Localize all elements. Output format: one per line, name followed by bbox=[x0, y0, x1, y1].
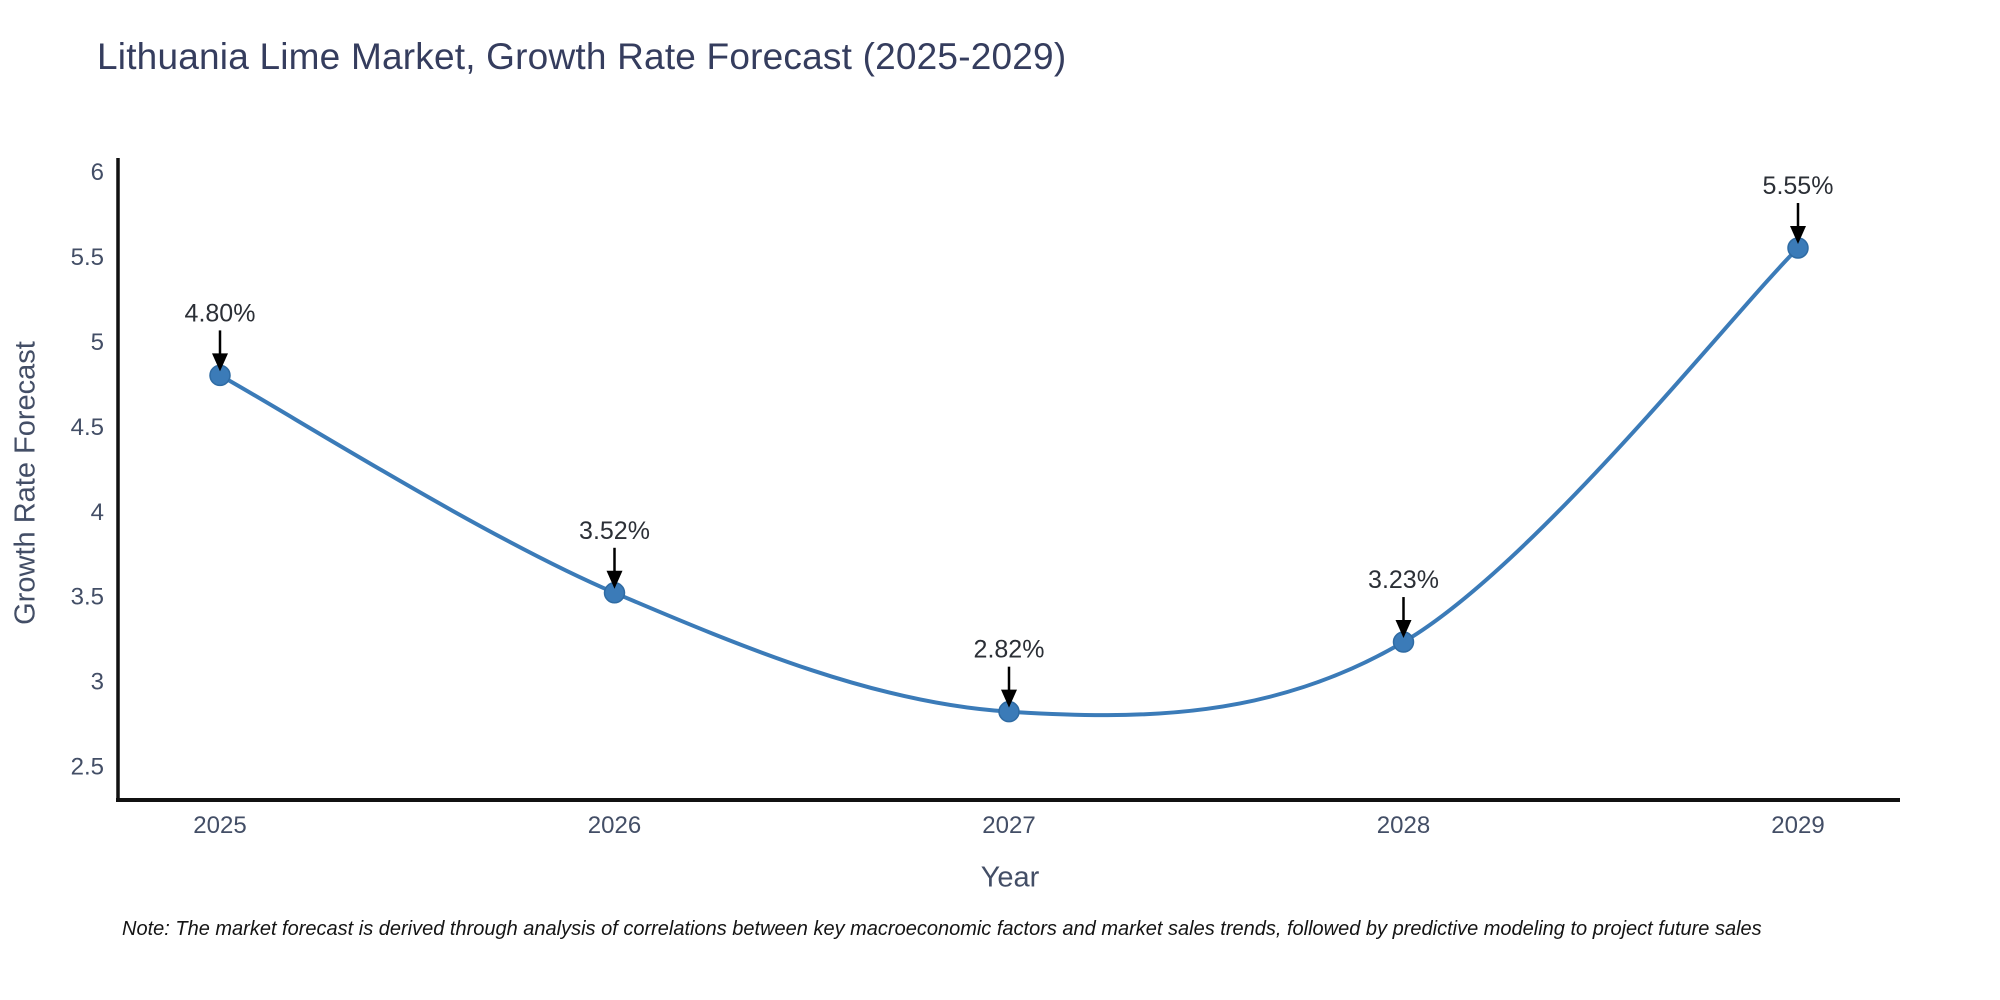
data-point-label: 2.82% bbox=[974, 636, 1045, 664]
y-tick-label: 4 bbox=[91, 499, 104, 526]
data-point-label: 3.23% bbox=[1368, 566, 1439, 594]
annotation-arrowhead bbox=[1395, 620, 1412, 639]
data-point-label: 3.52% bbox=[579, 517, 650, 545]
y-tick-label: 6 bbox=[91, 159, 104, 186]
annotation-arrowhead bbox=[1790, 226, 1806, 245]
annotation-arrowhead bbox=[606, 570, 623, 589]
chart-title: Lithuania Lime Market, Growth Rate Forec… bbox=[97, 36, 1067, 77]
y-tick-label: 3 bbox=[91, 669, 104, 696]
x-tick-label: 2028 bbox=[1377, 812, 1430, 839]
y-axis-title: Growth Rate Forecast bbox=[9, 341, 42, 625]
data-point-label: 4.80% bbox=[185, 299, 256, 327]
annotation-arrowhead bbox=[1001, 689, 1017, 708]
y-tick-label: 4.5 bbox=[71, 414, 104, 441]
x-axis-title: Year bbox=[980, 861, 1040, 894]
y-tick-label: 2.5 bbox=[71, 754, 104, 781]
x-tick-label: 2026 bbox=[588, 812, 641, 839]
y-tick-label: 5 bbox=[91, 329, 104, 356]
x-tick-label: 2029 bbox=[1771, 812, 1824, 839]
x-tick-label: 2027 bbox=[982, 812, 1035, 839]
data-point-label: 5.55% bbox=[1763, 172, 1834, 200]
footnote: Note: The market forecast is derived thr… bbox=[122, 918, 1762, 940]
annotation-arrowhead bbox=[212, 353, 228, 372]
x-tick-label: 2025 bbox=[193, 812, 246, 839]
y-tick-label: 3.5 bbox=[71, 584, 104, 611]
y-tick-label: 5.5 bbox=[71, 244, 104, 271]
